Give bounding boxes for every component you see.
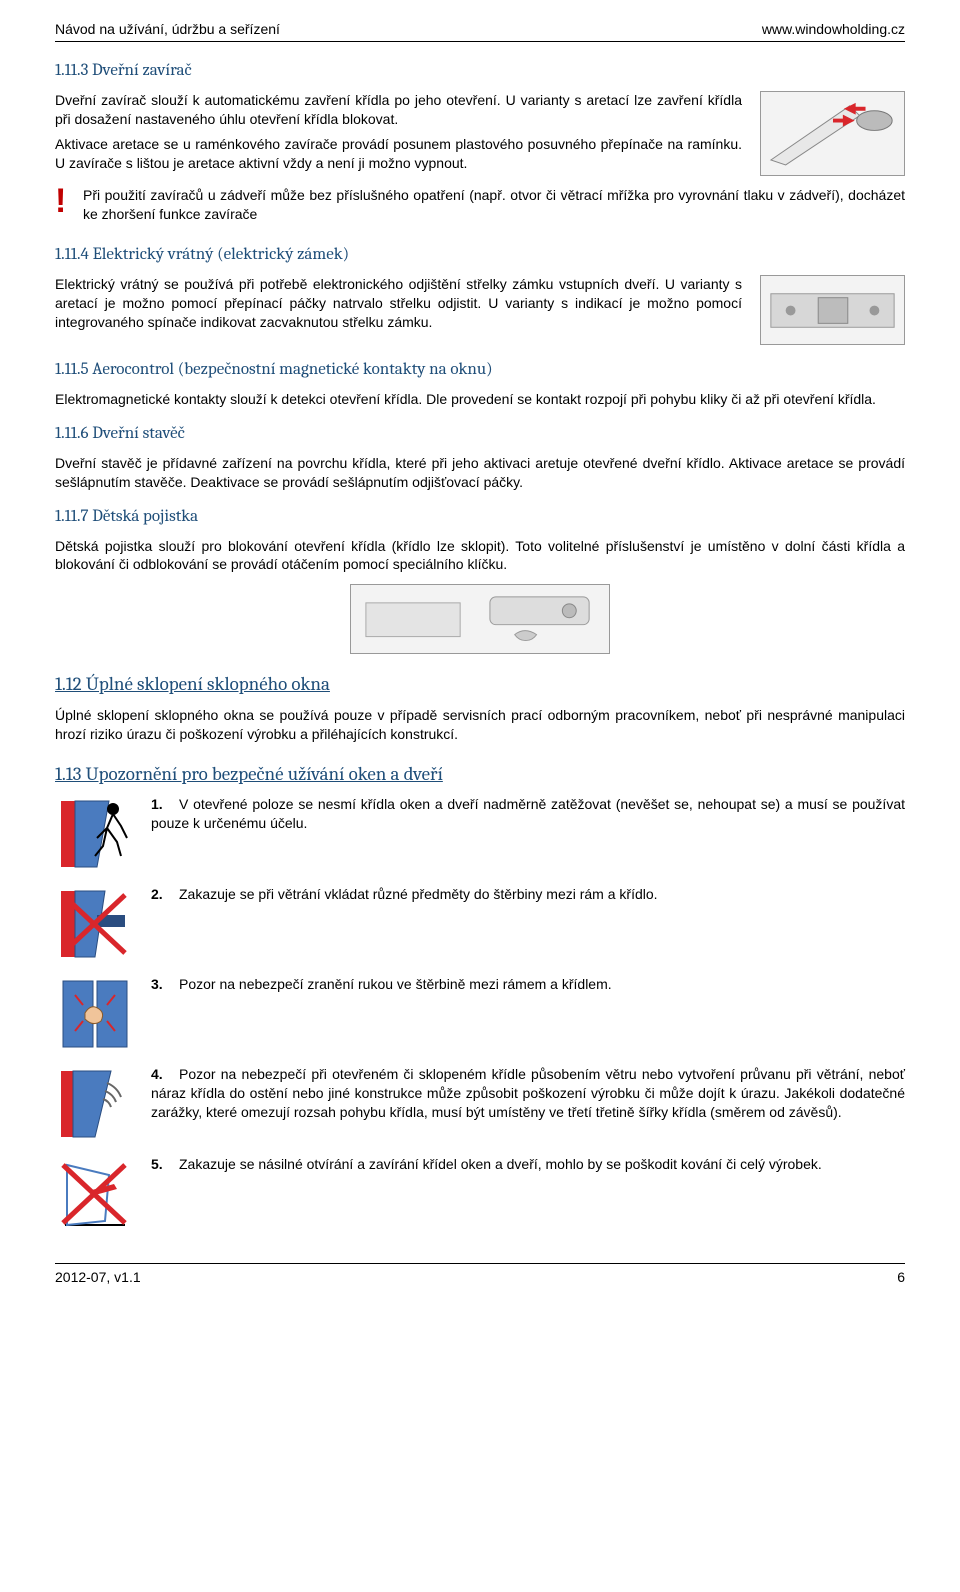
safety-text-4: 4.Pozor na nebezpečí při otevřeném či sk… [151,1065,905,1122]
para-s1-p2: Aktivace aretace se u raménkového zavíra… [55,135,742,173]
safety-icon-2 [55,885,133,963]
safety-item-5: 5. Zakazuje se násilné otvírání a zavírán… [55,1155,905,1233]
safety-text-5: 5. Zakazuje se násilné otvírání a zavírán… [151,1155,905,1174]
para-s4-p1: Dveřní stavěč je přídavné zařízení na po… [55,454,905,492]
safety-num-2: 2. [151,885,173,904]
heading-1-11-3: 1.11.3 Dveřní zavírač [55,60,905,83]
heading-1-12: 1.12 Úplné sklopení sklopného okna [55,672,905,698]
safety-icon-1 [55,795,133,873]
safety-text-3: 3. Pozor na nebezpečí zranění rukou ve št… [151,975,905,994]
safety-item-4: 4.Pozor na nebezpečí při otevřeném či sk… [55,1065,905,1143]
footer-right: 6 [897,1268,905,1287]
para-s3-p1: Elektromagnetické kontakty slouží k dete… [55,390,905,409]
safety-body-1: V otevřené poloze se nesmí křídla oken a… [151,796,905,831]
safety-item-1: 1.V otevřené poloze se nesmí křídla oken… [55,795,905,873]
safety-body-2: Zakazuje se při větrání vkládat různé př… [179,886,658,902]
warning-text-s1: Při použití zavíračů u zádveří může bez … [83,186,905,224]
figure-electric-lock [760,275,905,345]
header-right: www.windowholding.cz [762,20,905,39]
heading-1-13: 1.13 Upozornění pro bezpečné užívání oke… [55,762,905,788]
warning-row-s1: ! Při použití zavíračů u zádveří může be… [55,186,905,230]
warning-icon: ! [55,186,73,217]
para-s1-p1: Dveřní zavírač slouží k automatickému za… [55,91,742,129]
safety-icon-5 [55,1155,133,1233]
child-lock-icon [351,585,609,654]
heading-1-11-4: 1.11.4 Elektrický vrátný (elektrický zám… [55,244,905,267]
heading-1-11-5: 1.11.5 Aerocontrol (bezpečnostní magneti… [55,359,905,382]
safety-item-2: 2. Zakazuje se při větrání vkládat různé … [55,885,905,963]
safety-icon-4 [55,1065,133,1143]
safety-num-3: 3. [151,975,173,994]
safety-num-1: 1. [151,795,173,814]
electric-lock-icon [761,276,904,345]
safety-icon-3 [55,975,133,1053]
footer-left: 2012-07, v1.1 [55,1268,141,1287]
safety-text-2: 2. Zakazuje se při větrání vkládat různé … [151,885,905,904]
safety-body-5: Zakazuje se násilné otvírání a zavírání … [179,1156,822,1172]
para-s6-p1: Úplné sklopení sklopného okna se používá… [55,706,905,744]
page-header: Návod na užívání, údržbu a seřízení www.… [55,20,905,42]
para-s2-p1: Elektrický vrátný se používá při potřebě… [55,275,742,332]
page-footer: 2012-07, v1.1 6 [55,1263,905,1287]
safety-text-1: 1.V otevřené poloze se nesmí křídla oken… [151,795,905,833]
safety-num-4: 4. [151,1065,173,1084]
safety-body-4: Pozor na nebezpečí při otevřeném či sklo… [151,1066,905,1120]
heading-1-11-7: 1.11.7 Dětská pojistka [55,506,905,529]
safety-body-3: Pozor na nebezpečí zranění rukou ve štěr… [179,976,612,992]
door-closer-icon [761,91,904,175]
figure-door-closer [760,91,905,176]
safety-item-3: 3. Pozor na nebezpečí zranění rukou ve št… [55,975,905,1053]
heading-1-11-6: 1.11.6 Dveřní stavěč [55,423,905,446]
para-s5-p1: Dětská pojistka slouží pro blokování ote… [55,537,905,575]
figure-child-lock [350,584,610,654]
safety-list: 1.V otevřené poloze se nesmí křídla oken… [55,795,905,1233]
header-left: Návod na užívání, údržbu a seřízení [55,20,280,39]
safety-num-5: 5. [151,1155,173,1174]
